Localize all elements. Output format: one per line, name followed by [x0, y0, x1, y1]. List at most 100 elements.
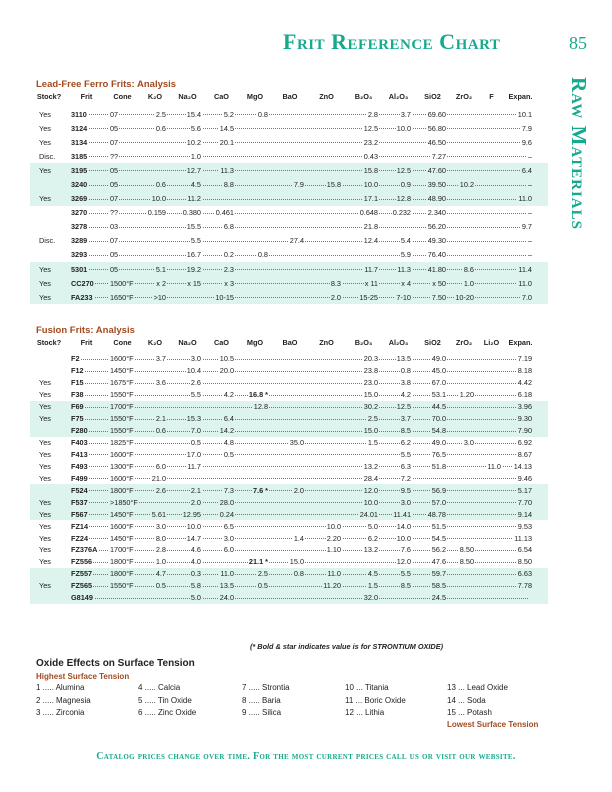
table-cell: 23.8	[345, 366, 382, 376]
table-cell: Yes	[30, 497, 68, 507]
column-header: MgO	[246, 338, 264, 347]
table-cell: 3.0	[205, 533, 238, 543]
table-cell: 10.1	[505, 109, 536, 119]
table-cell: 2.0	[308, 292, 345, 302]
page-number: 85	[569, 33, 587, 53]
cell-value: Yes	[38, 194, 52, 204]
cell-value: 12.5	[395, 402, 412, 412]
cell-value: x 2	[155, 278, 167, 288]
cell-value: 2.5	[366, 414, 379, 424]
table-cell: Yes	[30, 414, 68, 424]
table-cell: 10-15	[205, 292, 238, 302]
table-cell: –	[505, 208, 536, 218]
oxide-item: 7 ..... Strontia	[242, 683, 290, 692]
cell-value: 21.1 *	[247, 557, 269, 567]
table-cell: 16.7	[170, 250, 205, 260]
cell-value: 3.7	[154, 354, 167, 364]
cell-value: 28.4	[362, 473, 379, 483]
table-header: Stock? Frit Cone K₂O Na₂O CaO MgO BaO ZnO B₂O₃ Al₂…	[30, 338, 548, 347]
cell-value: Yes	[38, 165, 52, 175]
cell-value: 76.5	[430, 449, 447, 459]
cell-value: Yes	[38, 557, 52, 567]
cell-value: 0.6	[154, 180, 167, 190]
table-cell: 1.20	[450, 390, 478, 400]
table-cell: F75	[68, 414, 105, 424]
cell-value: 05	[109, 180, 120, 190]
table-cell: 2.5	[238, 569, 272, 579]
oxide-item: 3 ..... Zirconia	[36, 708, 85, 717]
table-cell: 9.53	[505, 521, 536, 531]
cell-value: 16.8 *	[247, 390, 269, 400]
cell-value: F567	[70, 509, 89, 519]
cell-value: 2.5	[154, 109, 167, 119]
table-cell: Yes	[30, 402, 68, 412]
cell-value: Yes	[38, 137, 52, 147]
table-cell: 15.8	[345, 165, 382, 175]
table-cell: 12.4	[345, 236, 382, 246]
cell-value: 5.5	[399, 449, 412, 459]
table-cell: 15.5	[170, 222, 205, 232]
cell-value: F524	[70, 485, 89, 495]
table-cell: 2.6	[170, 378, 205, 388]
cell-value: F413	[70, 449, 89, 459]
cell-value: 1700°F	[109, 402, 135, 412]
cell-value: 2.5	[256, 569, 269, 579]
table-cell: x 11	[345, 278, 382, 288]
cell-value: Yes	[38, 278, 52, 288]
table-cell: 57.0	[415, 497, 450, 507]
table-row: Yes FZ556 1800°F 1.0 4.0 21.1 * 15.0 12.0 47.6 8.…	[30, 556, 548, 568]
cell-value: Yes	[38, 402, 52, 412]
table-cell: 0.461	[205, 208, 238, 218]
cell-value: ??	[109, 208, 120, 218]
cell-value: 3124	[70, 123, 89, 133]
table-cell: 11.13	[505, 533, 536, 543]
table-cell: 14.0	[382, 521, 415, 531]
cell-value: 12.0	[395, 557, 412, 567]
table-row: F2 1600°F 3.7 3.0 10.5 20.3 13.5 49.0 7.19	[30, 353, 548, 365]
table-row: Yes 3269 07 10.0 11.2 17.1 12.8 48.90 11.0	[30, 191, 548, 206]
table-cell: 23.0	[345, 378, 382, 388]
cell-value: 12.5	[362, 123, 379, 133]
table-cell: 1700°F	[105, 545, 140, 555]
cell-value: 28.0	[218, 497, 235, 507]
table-cell: 15.4	[170, 109, 205, 119]
table-row: G8149 5.0 24.0 32.0 24.5	[30, 591, 548, 604]
table-cell: F537	[68, 497, 105, 507]
table-cell: ??	[105, 151, 140, 161]
table-cell: 7.50	[415, 292, 450, 302]
cell-value: 9.6	[520, 137, 533, 147]
cell-value: 44.5	[430, 402, 447, 412]
table-row: F12 1450°F 10.4 20.0 23.8 0.8 45.0 8.18	[30, 365, 548, 377]
oxide-item: 12 ... Lithia	[345, 708, 385, 717]
cell-value: 3195	[70, 165, 89, 175]
cell-value: 3269	[70, 194, 89, 204]
table-cell: Yes	[30, 449, 68, 459]
cell-value: 27.4	[288, 236, 305, 246]
table-cell: F499	[68, 473, 105, 483]
cell-value: 5.8	[189, 581, 202, 591]
cell-value: 58.5	[430, 581, 447, 591]
table-cell: 5.17	[505, 485, 536, 495]
cell-value: 1800°F	[109, 557, 135, 567]
cell-value: 48.90	[426, 194, 447, 204]
table-cell: 3289	[68, 236, 105, 246]
table-cell: 12.0	[345, 485, 382, 495]
table-cell: 27.4	[272, 236, 308, 246]
cell-value: Disc.	[38, 236, 57, 246]
cell-value: F280	[70, 426, 89, 436]
cell-value: 0.8	[256, 250, 269, 260]
column-header: ZnO	[319, 92, 334, 101]
cell-value: 12.95	[181, 509, 202, 519]
cell-value: 1600°F	[109, 449, 135, 459]
table-cell: 05	[105, 180, 140, 190]
cell-value: 7.2	[399, 473, 412, 483]
table-row: Yes F38 1550°F 5.5 4.2 16.8 * 15.0 4.2 53.1 1.20 6…	[30, 389, 548, 401]
cell-value: 1.0	[189, 151, 202, 161]
cell-value: 14.5	[218, 123, 235, 133]
cell-value: 6.5	[222, 521, 235, 531]
column-header: CaO	[213, 338, 229, 347]
table-cell: 15.0	[345, 426, 382, 436]
cell-value: 6.0	[154, 461, 167, 471]
table-row: Yes FZ24 1450°F 8.0 14.7 3.0 1.4 2.20 6.2 10.0 54.…	[30, 532, 548, 544]
table-cell: >1850°F	[105, 497, 140, 507]
